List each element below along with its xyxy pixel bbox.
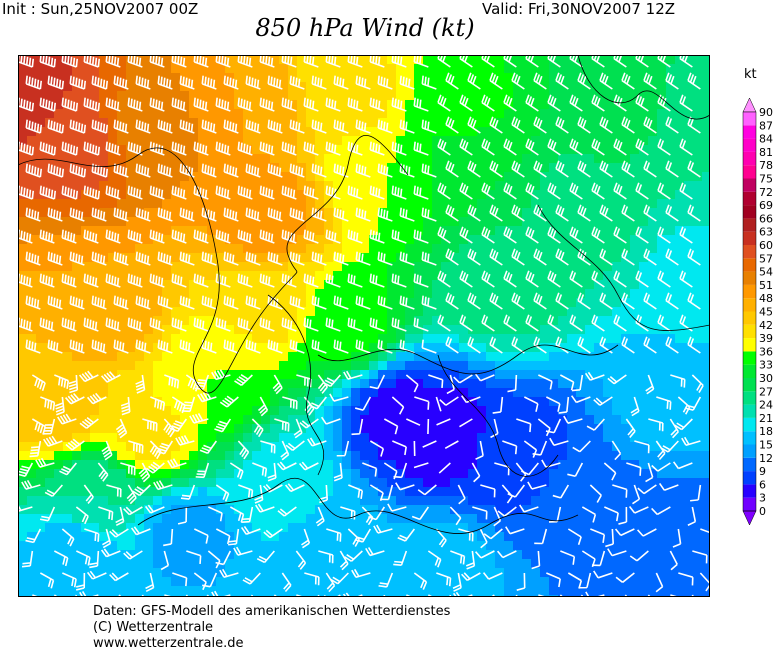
colorbar-label: 3 xyxy=(759,492,766,505)
colorbar-label: 45 xyxy=(759,306,773,319)
wind-map xyxy=(18,55,710,597)
colorbar-label: 78 xyxy=(759,159,773,172)
colorbar-label: 9 xyxy=(759,465,766,478)
colorbar-segment xyxy=(743,418,756,431)
colorbar-segment xyxy=(743,139,756,152)
colorbar-segment xyxy=(743,112,756,125)
colorbar-label: 54 xyxy=(759,266,773,279)
colorbar-segment xyxy=(743,405,756,418)
colorbar-label: 66 xyxy=(759,212,773,225)
colorbar-segment xyxy=(743,484,756,497)
colorbar-label: 60 xyxy=(759,239,773,252)
colorbar-segment xyxy=(743,445,756,458)
colorbar-label: 63 xyxy=(759,226,773,239)
colorbar-label: 0 xyxy=(759,505,766,518)
colorbar-label: 39 xyxy=(759,332,773,345)
colorbar-label: 6 xyxy=(759,478,766,491)
colorbar-segment xyxy=(743,458,756,471)
colorbar-segment xyxy=(743,391,756,404)
colorbar-unit: kt xyxy=(744,67,757,82)
colorbar-segment xyxy=(743,471,756,484)
footer-url[interactable]: www.wetterzentrale.de xyxy=(93,636,243,652)
colorbar-label: 21 xyxy=(759,412,773,425)
colorbar-segment xyxy=(743,192,756,205)
colorbar-segment xyxy=(743,365,756,378)
colorbar-segment xyxy=(743,285,756,298)
colorbar-label: 48 xyxy=(759,292,773,305)
colorbar-segment xyxy=(743,312,756,325)
colorbar-label: 33 xyxy=(759,359,773,372)
colorbar-label: 18 xyxy=(759,425,773,438)
colorbar-label: 90 xyxy=(759,106,773,119)
colorbar: kt03691215182124273033363942454851545760… xyxy=(730,60,775,550)
colorbar-label: 84 xyxy=(759,133,773,146)
footer-copyright: (C) Wetterzentrale xyxy=(93,620,213,636)
colorbar-label: 69 xyxy=(759,199,773,212)
colorbar-segment xyxy=(743,338,756,351)
colorbar-label: 75 xyxy=(759,173,773,186)
colorbar-label: 81 xyxy=(759,146,773,159)
colorbar-label: 15 xyxy=(759,439,773,452)
colorbar-segment xyxy=(743,431,756,444)
colorbar-label: 42 xyxy=(759,319,773,332)
colorbar-segment xyxy=(743,245,756,258)
colorbar-segment xyxy=(743,258,756,271)
colorbar-segment xyxy=(743,325,756,338)
colorbar-label: 27 xyxy=(759,385,773,398)
colorbar-label: 30 xyxy=(759,372,773,385)
colorbar-over-arrow xyxy=(743,98,756,112)
colorbar-label: 57 xyxy=(759,252,773,265)
colorbar-segment xyxy=(743,298,756,311)
colorbar-label: 36 xyxy=(759,345,773,358)
footer-source: Daten: GFS-Modell des amerikanischen Wet… xyxy=(93,604,450,620)
colorbar-segment xyxy=(743,378,756,391)
colorbar-segment xyxy=(743,218,756,231)
map-title: 850 hPa Wind (kt) xyxy=(0,14,730,42)
colorbar-segment xyxy=(743,272,756,285)
colorbar-label: 24 xyxy=(759,399,773,412)
colorbar-label: 12 xyxy=(759,452,773,465)
colorbar-segment xyxy=(743,179,756,192)
colorbar-segment xyxy=(743,205,756,218)
colorbar-segment xyxy=(743,165,756,178)
colorbar-segment xyxy=(743,351,756,364)
colorbar-segment xyxy=(743,152,756,165)
colorbar-segment xyxy=(743,125,756,138)
colorbar-segment xyxy=(743,232,756,245)
colorbar-label: 51 xyxy=(759,279,773,292)
colorbar-label: 72 xyxy=(759,186,773,199)
colorbar-label: 87 xyxy=(759,119,773,132)
colorbar-under-arrow xyxy=(743,511,756,525)
colorbar-segment xyxy=(743,498,756,511)
